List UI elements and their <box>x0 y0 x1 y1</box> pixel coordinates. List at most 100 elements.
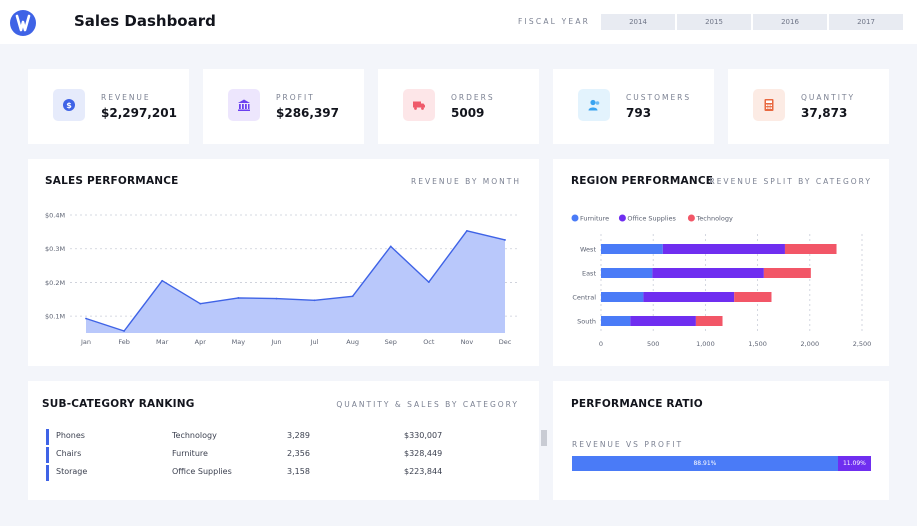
users-icon <box>578 89 610 121</box>
data-point <box>161 279 164 282</box>
quantity-value: 3,158 <box>287 467 310 476</box>
top-bar: Sales Dashboard FISCAL YEAR 2014 2015 20… <box>0 0 917 44</box>
bar-segment <box>734 292 772 302</box>
series-line <box>85 230 506 332</box>
y-tick-label: $0.2M <box>45 279 65 287</box>
x-tick-label: May <box>232 338 246 346</box>
bar-segment <box>630 316 696 326</box>
kpi-card-customers: CUSTOMERS 793 <box>553 69 714 144</box>
kpi-value: 37,873 <box>801 106 848 120</box>
svg-text:$: $ <box>66 101 72 110</box>
x-tick-label: Aug <box>346 338 359 346</box>
y-tick-label: South <box>577 318 596 326</box>
card-subtitle: REVENUE BY MONTH <box>411 177 521 186</box>
year-tab-2014[interactable]: 2014 <box>601 14 675 30</box>
x-tick-label: Jun <box>270 338 281 346</box>
calculator-icon <box>753 89 785 121</box>
x-tick-label: Sep <box>385 338 397 346</box>
legend-marker <box>687 214 695 222</box>
y-tick-label: $0.3M <box>45 245 65 253</box>
year-tab-2017[interactable]: 2017 <box>829 14 903 30</box>
sales-performance-card: SALES PERFORMANCE REVENUE BY MONTH $0.1M… <box>28 159 539 366</box>
table-row[interactable]: Storage Office Supplies 3,158 $223,844 <box>42 465 512 481</box>
data-point <box>427 281 430 283</box>
bar-segment <box>601 244 663 254</box>
x-tick-label: 2,500 <box>853 340 872 348</box>
kpi-label: ORDERS <box>451 93 495 102</box>
kpi-value: $2,297,201 <box>101 106 177 120</box>
rank-indicator <box>46 447 49 463</box>
year-tab-2016[interactable]: 2016 <box>753 14 827 30</box>
bar-segment <box>695 316 723 326</box>
kpi-card-orders: ORDERS 5009 <box>378 69 539 144</box>
subcategory-name: Phones <box>56 431 85 440</box>
subcategory-name: Storage <box>56 467 88 476</box>
data-point <box>237 297 240 299</box>
x-tick-label: Jan <box>80 338 91 346</box>
kpi-value: 793 <box>626 106 652 120</box>
table-row[interactable]: Phones Technology 3,289 $330,007 <box>42 429 512 445</box>
card-title: SALES PERFORMANCE <box>45 175 179 187</box>
legend-label: Technology <box>695 215 733 223</box>
fiscal-year-label: FISCAL YEAR <box>518 17 591 26</box>
data-point <box>275 297 278 300</box>
bar-segment <box>601 268 653 278</box>
scrollbar-thumb[interactable] <box>541 430 547 446</box>
y-tick-label: West <box>580 246 596 254</box>
x-tick-label: Dec <box>499 338 512 346</box>
bar-segment <box>652 268 764 278</box>
table-row[interactable]: Chairs Furniture 2,356 $328,449 <box>42 447 512 463</box>
kpi-label: QUANTITY <box>801 93 856 102</box>
x-tick-label: Feb <box>118 338 130 346</box>
card-subtitle: REVENUE SPLIT BY CATEGORY <box>709 177 872 186</box>
x-tick-label: 0 <box>599 340 603 348</box>
x-tick-label: Apr <box>195 338 207 346</box>
data-point <box>199 302 202 305</box>
region-performance-card: REGION PERFORMANCE REVENUE SPLIT BY CATE… <box>553 159 889 366</box>
data-point <box>389 245 392 248</box>
y-tick-label: East <box>582 270 596 278</box>
sales-value: $330,007 <box>404 431 443 440</box>
kpi-value: 5009 <box>451 106 485 120</box>
y-tick-label: Central <box>572 294 596 302</box>
subcategory-name: Chairs <box>56 449 82 458</box>
kpi-card-profit: PROFIT $286,397 <box>203 69 364 144</box>
performance-ratio-card: PERFORMANCE RATIO REVENUE VS PROFIT 88.9… <box>553 381 889 500</box>
subcategory-ranking-card: SUB-CATEGORY RANKING QUANTITY & SALES BY… <box>28 381 547 500</box>
data-point <box>351 295 354 298</box>
kpi-value: $286,397 <box>276 106 340 120</box>
app-logo-icon <box>10 10 36 36</box>
bar-segment <box>662 244 785 254</box>
x-tick-label: Mar <box>156 338 169 346</box>
card-title: SUB-CATEGORY RANKING <box>42 398 195 410</box>
truck-icon <box>403 89 435 121</box>
y-tick-label: $0.1M <box>45 313 65 321</box>
bar-segment <box>601 292 644 302</box>
kpi-label: REVENUE <box>101 93 151 102</box>
y-tick-label: $0.4M <box>45 212 65 220</box>
legend-label: Furniture <box>580 215 609 223</box>
legend-marker <box>618 214 626 222</box>
x-tick-label: 2,000 <box>800 340 819 348</box>
page-title: Sales Dashboard <box>74 12 216 30</box>
year-tab-2015[interactable]: 2015 <box>677 14 751 30</box>
legend-label: Office Supplies <box>627 215 676 223</box>
card-title: PERFORMANCE RATIO <box>571 398 703 410</box>
card-subtitle: QUANTITY & SALES BY CATEGORY <box>336 400 519 409</box>
x-tick-label: Jul <box>310 338 319 346</box>
x-tick-label: 1,000 <box>696 340 715 348</box>
rank-indicator <box>46 429 49 445</box>
card-title: REGION PERFORMANCE <box>571 175 714 187</box>
quantity-value: 2,356 <box>287 449 310 458</box>
revenue-ratio-segment: 88.91% <box>572 456 838 471</box>
data-point <box>504 239 506 241</box>
x-tick-label: 1,500 <box>748 340 767 348</box>
data-point <box>466 229 468 232</box>
region-stacked-bar-chart: 0 500 1,000 1,500 2,000 2,500 Furniture Office … <box>571 214 872 348</box>
category-name: Office Supplies <box>172 467 232 476</box>
x-tick-label: Nov <box>461 338 474 346</box>
area-fill <box>86 230 505 333</box>
bar-segment <box>763 268 811 278</box>
ratio-bar: 88.91% 11.09% <box>572 456 871 471</box>
profit-ratio-segment: 11.09% <box>837 456 871 471</box>
